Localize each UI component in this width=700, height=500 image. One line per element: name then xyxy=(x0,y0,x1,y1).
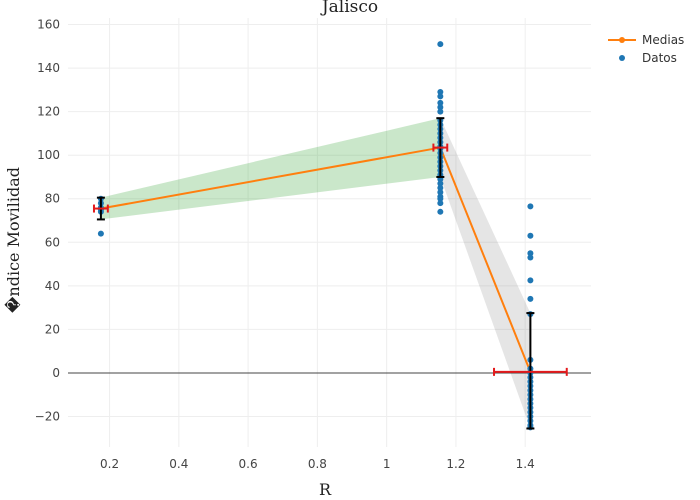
y-tick-label: 0 xyxy=(52,366,60,380)
y-tick-label: 140 xyxy=(37,61,60,75)
x-tick-label: 1.2 xyxy=(446,457,465,471)
data-point xyxy=(437,208,444,215)
y-tick-label: 60 xyxy=(45,235,60,249)
y-tick-label: 80 xyxy=(45,192,60,206)
y-tick-label: 100 xyxy=(37,148,60,162)
data-point xyxy=(437,184,444,191)
data-point xyxy=(437,189,444,196)
x-tick-label: 0.2 xyxy=(100,457,119,471)
data-point xyxy=(437,89,444,96)
data-point xyxy=(437,108,444,115)
data-point xyxy=(97,230,104,237)
confidence-band xyxy=(440,118,531,429)
x-tick-label: 0.6 xyxy=(239,457,258,471)
confidence-bands xyxy=(100,118,531,429)
x-axis-title: R xyxy=(319,480,332,499)
data-point xyxy=(527,295,534,302)
confidence-band xyxy=(100,118,441,220)
legend-label-medias: Medias xyxy=(642,33,684,47)
error-bars xyxy=(92,117,568,430)
y-axis-title: �ndice Movilidad xyxy=(4,167,23,313)
x-tick-label: 0.4 xyxy=(169,457,188,471)
y-tick-label: 40 xyxy=(45,279,60,293)
data-point xyxy=(437,93,444,100)
data-point xyxy=(527,203,534,210)
legend[interactable]: Medias Datos xyxy=(608,33,684,65)
x-tick-label: 0.8 xyxy=(308,457,327,471)
y-tick-label: 120 xyxy=(37,105,60,119)
y-tick-label: −20 xyxy=(35,410,60,424)
data-point xyxy=(437,180,444,187)
data-point xyxy=(437,195,444,202)
legend-item-medias[interactable]: Medias xyxy=(608,33,684,47)
data-point xyxy=(527,254,534,261)
legend-label-datos: Datos xyxy=(642,51,677,65)
x-tick-label: 1.4 xyxy=(516,457,535,471)
chart-title: Jalisco xyxy=(320,0,378,17)
legend-item-datos[interactable]: Datos xyxy=(619,51,677,65)
y-tick-label: 20 xyxy=(45,322,60,336)
data-point xyxy=(527,250,534,257)
x-tick-labels: 0.2 0.4 0.6 0.8 1 1.2 1.4 xyxy=(100,457,535,471)
data-point xyxy=(527,232,534,239)
y-tick-label: 160 xyxy=(37,18,60,32)
legend-marker-medias xyxy=(619,37,625,43)
data-point xyxy=(437,99,444,106)
data-point xyxy=(437,200,444,207)
data-point xyxy=(437,104,444,111)
x-tick-label: 1 xyxy=(383,457,391,471)
grid xyxy=(68,18,591,447)
legend-marker-datos xyxy=(619,55,625,61)
data-point xyxy=(527,277,534,284)
y-tick-labels: −20 0 20 40 60 80 100 120 140 160 xyxy=(35,18,60,424)
data-point xyxy=(437,41,444,48)
